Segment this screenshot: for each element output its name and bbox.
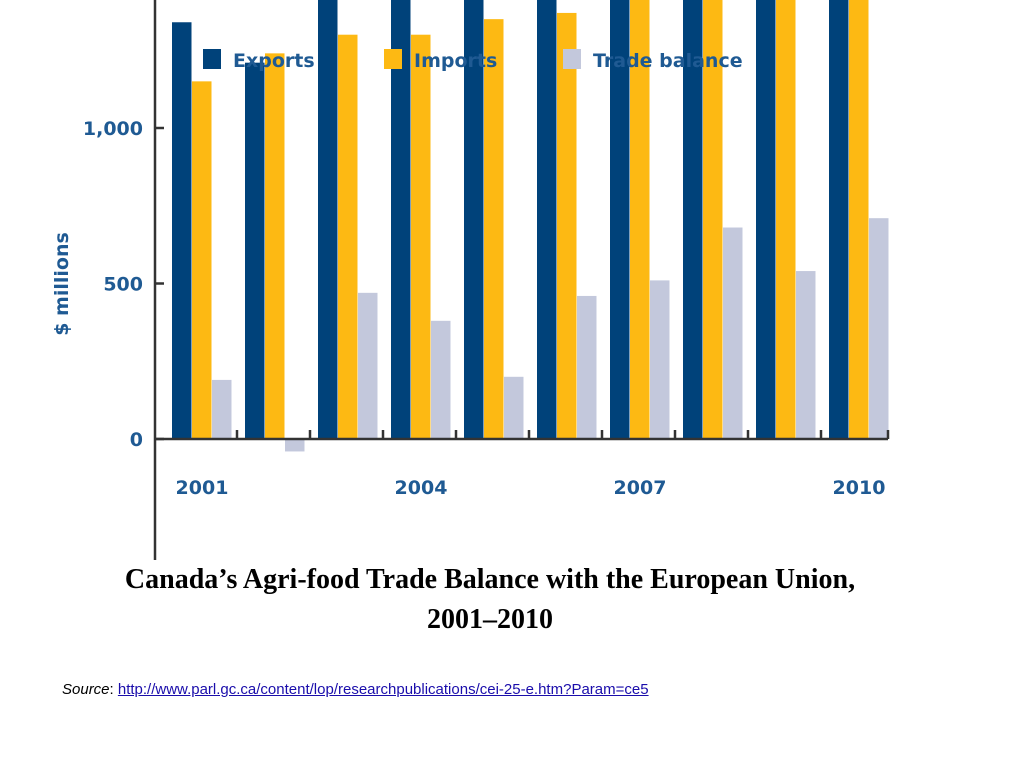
source-line: Source: http://www.parl.gc.ca/content/lo… xyxy=(62,681,649,698)
bar-exports-2005 xyxy=(464,0,484,439)
legend-label-exports: Exports xyxy=(233,50,315,72)
bar-trade-balance-2005 xyxy=(504,376,524,439)
bar-exports-2001 xyxy=(172,22,192,439)
bar-exports-2009 xyxy=(756,0,776,439)
chart-title-line-2: 2001–2010 xyxy=(427,604,553,635)
bar-exports-2010 xyxy=(829,0,849,439)
legend: Exports Imports Trade balance xyxy=(203,49,743,72)
bar-trade-balance-2006 xyxy=(577,295,597,439)
bar-imports-2010 xyxy=(849,0,869,439)
trade-chart: 2,5002,0001,5001,0005000-500200120042007… xyxy=(51,0,890,560)
bar-exports-2002 xyxy=(245,62,265,439)
legend-label-trade-balance: Trade balance xyxy=(593,50,743,72)
bar-exports-2007 xyxy=(610,0,630,440)
y-tick-label: 1,000 xyxy=(83,118,143,140)
bar-imports-2005 xyxy=(484,19,504,440)
bar-exports-2004 xyxy=(391,0,411,439)
bars-group xyxy=(172,0,889,452)
legend-swatch-imports xyxy=(384,49,402,69)
chart-title-line-1: Canada’s Agri-food Trade Balance with th… xyxy=(124,564,856,595)
bar-exports-2003 xyxy=(318,0,338,439)
bar-trade-balance-2002 xyxy=(285,439,305,452)
legend-swatch-exports xyxy=(203,49,221,69)
bar-trade-balance-2001 xyxy=(212,379,232,439)
source-link[interactable]: http://www.parl.gc.ca/content/lop/resear… xyxy=(117,681,649,698)
axes-group: 2,5002,0001,5001,0005000-500200120042007… xyxy=(83,0,890,560)
y-axis-label: $ millions xyxy=(51,232,73,336)
x-tick-label-2001: 2001 xyxy=(176,477,229,499)
bar-exports-2006 xyxy=(537,0,557,439)
bar-trade-balance-2010 xyxy=(869,218,889,439)
bar-imports-2007 xyxy=(630,0,650,439)
bar-exports-2008 xyxy=(683,0,703,439)
bar-imports-2002 xyxy=(265,53,285,440)
source-separator: : xyxy=(109,681,118,698)
bar-trade-balance-2007 xyxy=(650,280,670,439)
legend-swatch-trade-balance xyxy=(563,49,581,69)
chart-title: Canada’s Agri-food Trade Balance with th… xyxy=(20,560,960,640)
legend-label-imports: Imports xyxy=(414,50,497,72)
bar-trade-balance-2003 xyxy=(358,292,378,439)
source-label: Source xyxy=(62,681,110,698)
x-tick-label-2010: 2010 xyxy=(833,477,886,499)
bar-imports-2008 xyxy=(703,0,723,440)
x-tick-label-2007: 2007 xyxy=(614,477,667,499)
bar-trade-balance-2008 xyxy=(723,227,743,439)
bar-imports-2009 xyxy=(776,0,796,439)
y-tick-label: 500 xyxy=(103,274,143,296)
bar-trade-balance-2004 xyxy=(431,320,451,439)
x-tick-label-2004: 2004 xyxy=(395,477,448,499)
y-tick-label: 0 xyxy=(130,429,143,451)
bar-imports-2001 xyxy=(192,81,212,439)
bar-imports-2003 xyxy=(338,34,358,439)
bar-trade-balance-2009 xyxy=(796,271,816,439)
bar-imports-2004 xyxy=(411,34,431,439)
bar-imports-2006 xyxy=(557,12,577,440)
